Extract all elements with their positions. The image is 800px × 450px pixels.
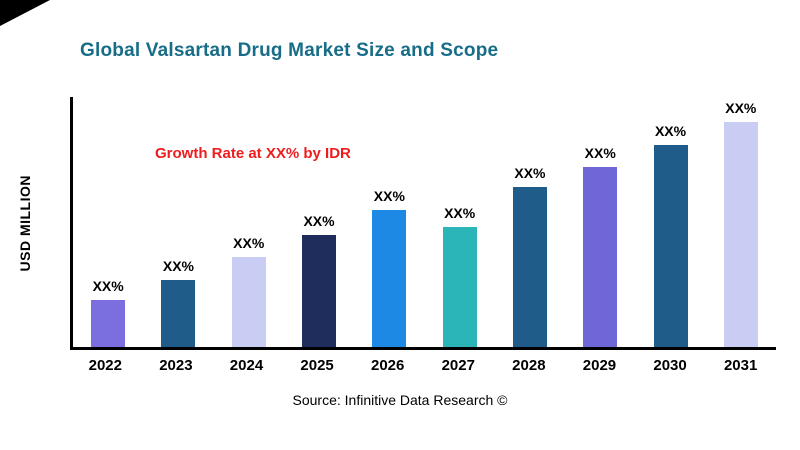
bar-column-2030: XX%: [635, 97, 705, 347]
x-tick-2029: 2029: [582, 357, 617, 374]
bar-2026: [372, 209, 407, 347]
bar-2031: [723, 122, 758, 347]
bar-value-label-2026: XX%: [373, 187, 405, 204]
bar-column-2024: XX%: [214, 97, 284, 347]
source-text: Source: Infinitive Data Research ©: [292, 392, 508, 408]
bar-column-2025: XX%: [284, 97, 354, 347]
bars: XX% XX% XX% XX% XX% XX% XX% XX% XX% XX%: [73, 97, 776, 347]
bar-column-2028: XX%: [495, 97, 565, 347]
bar-value-label-2024: XX%: [233, 235, 265, 251]
bar-2027: [442, 227, 477, 347]
bar-column-2029: XX%: [565, 97, 635, 347]
bar-value-label-2023: XX%: [162, 257, 194, 274]
growth-rate-annotation: Growth Rate at XX% by IDR: [155, 145, 351, 162]
bar-value-label-2031: XX%: [725, 100, 757, 116]
bar-2029: [583, 167, 618, 347]
plot-area: Growth Rate at XX% by IDR XX% XX% XX% XX% XX…: [70, 97, 776, 350]
bar-value-label-2028: XX%: [514, 165, 546, 181]
bar-value-label-2025: XX%: [303, 212, 335, 229]
bar-2030: [653, 144, 688, 347]
bar-2023: [161, 279, 196, 347]
bar-2025: [302, 234, 337, 347]
bar-column-2026: XX%: [354, 97, 424, 347]
chart-title: Global Valsartan Drug Market Size and Sc…: [80, 40, 499, 61]
bar-column-2031: XX%: [706, 97, 776, 347]
bar-value-label-2029: XX%: [584, 145, 616, 161]
bar-column-2022: XX%: [73, 97, 143, 347]
x-tick-2022: 2022: [88, 357, 122, 374]
x-tick-2025: 2025: [300, 357, 334, 374]
x-tick-2028: 2028: [512, 357, 546, 374]
bar-value-label-2022: XX%: [92, 277, 124, 294]
x-tick-2023: 2023: [159, 357, 193, 374]
x-axis-labels: 2022 2023 2024 2025 2026 2027 2028 2029 2030 2031: [70, 357, 776, 374]
bar-2022: [91, 299, 126, 347]
x-tick-2024: 2024: [229, 357, 264, 374]
bar-column-2023: XX%: [143, 97, 213, 347]
x-tick-2031: 2031: [723, 357, 758, 374]
bar-2024: [231, 257, 266, 347]
corner-decoration: [0, 0, 50, 26]
bar-column-2027: XX%: [424, 97, 494, 347]
y-axis-label: USD MILLION: [14, 97, 36, 350]
bar-value-label-2030: XX%: [654, 122, 687, 139]
x-tick-2026: 2026: [370, 357, 405, 374]
x-tick-2030: 2030: [653, 357, 687, 374]
y-axis-label-text: USD MILLION: [17, 175, 33, 272]
bar-2028: [512, 187, 547, 347]
x-tick-2027: 2027: [441, 357, 475, 374]
bar-value-label-2027: XX%: [444, 205, 476, 221]
